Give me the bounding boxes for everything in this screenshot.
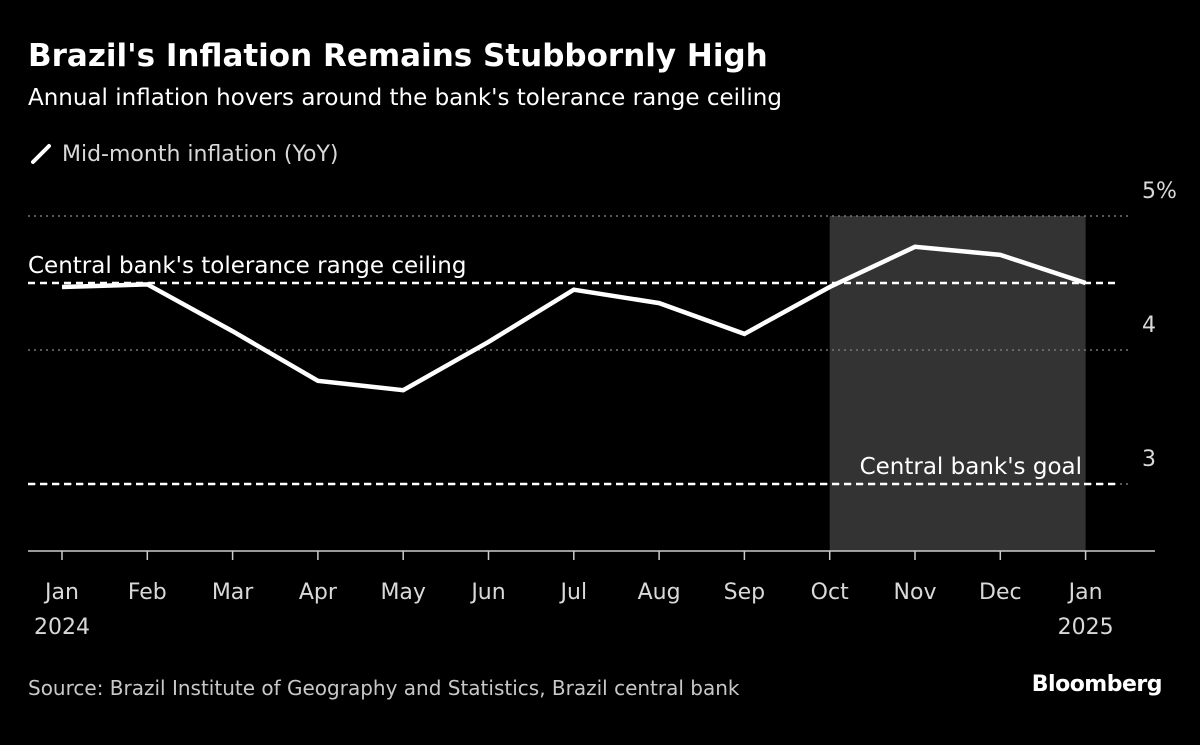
legend: Mid-month inflation (YoY) (30, 137, 339, 171)
x-tick-year-label: 2025 (1058, 615, 1114, 640)
legend-label: Mid-month inflation (YoY) (62, 141, 339, 167)
x-tick-label: May (380, 580, 425, 605)
x-tick-label: Aug (638, 580, 681, 605)
highlight-band (829, 216, 1086, 551)
y-tick-label: 5% (1142, 179, 1177, 204)
chart-title: Brazil's Inflation Remains Stubbornly Hi… (28, 38, 768, 74)
line-swatch-icon (31, 144, 51, 164)
x-tick-label: Feb (128, 580, 167, 605)
reference-line-label: Central bank's goal (860, 454, 1082, 480)
x-tick-label: Mar (212, 580, 254, 605)
x-tick-label: Apr (299, 580, 338, 605)
x-tick-label: Jul (559, 580, 588, 605)
x-tick-label: Jun (469, 580, 505, 605)
x-tick-label: Nov (894, 580, 937, 605)
chart-subtitle: Annual inflation hovers around the bank'… (28, 85, 782, 111)
x-tick-label: Sep (724, 580, 765, 605)
x-tick-label: Dec (979, 580, 1022, 605)
bloomberg-logo: Bloomberg (1031, 672, 1163, 697)
reference-line-label: Central bank's tolerance range ceiling (28, 253, 466, 279)
x-tick-label: Jan (43, 580, 79, 605)
y-tick-label: 4 (1142, 313, 1156, 338)
x-tick-label: Jan (1067, 580, 1103, 605)
y-tick-label: 3 (1142, 447, 1156, 472)
x-tick-year-label: 2024 (34, 615, 90, 640)
x-tick-label: Oct (811, 580, 849, 605)
source-note: Source: Brazil Institute of Geography an… (28, 676, 740, 700)
